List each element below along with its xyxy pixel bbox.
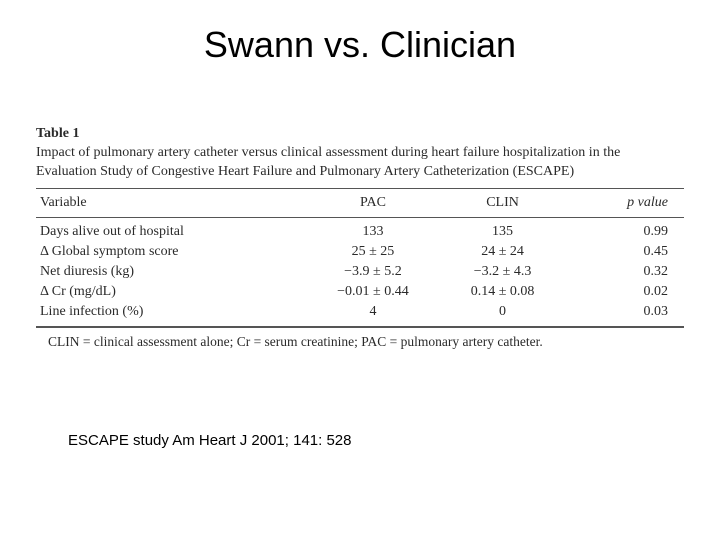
table-row: Net diuresis (kg) −3.9 ± 5.2 −3.2 ± 4.3 … (36, 262, 684, 282)
table-label: Table 1 (36, 126, 684, 142)
col-header-pvalue: p value (567, 189, 684, 218)
table-row: Line infection (%) 4 0 0.03 (36, 302, 684, 326)
cell-clin: 24 ± 24 (438, 242, 568, 262)
cell-pvalue: 0.99 (567, 217, 684, 242)
table-header-row: Variable PAC CLIN p value (36, 189, 684, 218)
col-header-pac: PAC (308, 189, 438, 218)
table-wrap: Variable PAC CLIN p value Days alive out… (36, 188, 684, 327)
data-table: Variable PAC CLIN p value Days alive out… (36, 189, 684, 326)
table-row: Δ Global symptom score 25 ± 25 24 ± 24 0… (36, 242, 684, 262)
cell-pac: 4 (308, 302, 438, 326)
table-caption: Impact of pulmonary artery catheter vers… (36, 144, 684, 182)
table-footnote: CLIN = clinical assessment alone; Cr = s… (36, 327, 684, 356)
cell-pac: 133 (308, 217, 438, 242)
cell-pvalue: 0.45 (567, 242, 684, 262)
cell-variable: Δ Cr (mg/dL) (36, 282, 308, 302)
cell-variable: Line infection (%) (36, 302, 308, 326)
col-header-clin: CLIN (438, 189, 568, 218)
cell-variable: Net diuresis (kg) (36, 262, 308, 282)
table-region: Table 1 Impact of pulmonary artery cathe… (36, 126, 684, 356)
cell-pvalue: 0.03 (567, 302, 684, 326)
cell-pac: −3.9 ± 5.2 (308, 262, 438, 282)
cell-variable: Δ Global symptom score (36, 242, 308, 262)
col-header-variable: Variable (36, 189, 308, 218)
cell-clin: 0.14 ± 0.08 (438, 282, 568, 302)
slide-title: Swann vs. Clinician (0, 0, 720, 86)
table-row: Days alive out of hospital 133 135 0.99 (36, 217, 684, 242)
cell-clin: 135 (438, 217, 568, 242)
cell-variable: Days alive out of hospital (36, 217, 308, 242)
cell-clin: 0 (438, 302, 568, 326)
cell-pac: 25 ± 25 (308, 242, 438, 262)
cell-pvalue: 0.32 (567, 262, 684, 282)
table-row: Δ Cr (mg/dL) −0.01 ± 0.44 0.14 ± 0.08 0.… (36, 282, 684, 302)
citation-text: ESCAPE study Am Heart J 2001; 141: 528 (68, 432, 352, 449)
cell-pvalue: 0.02 (567, 282, 684, 302)
cell-pac: −0.01 ± 0.44 (308, 282, 438, 302)
cell-clin: −3.2 ± 4.3 (438, 262, 568, 282)
